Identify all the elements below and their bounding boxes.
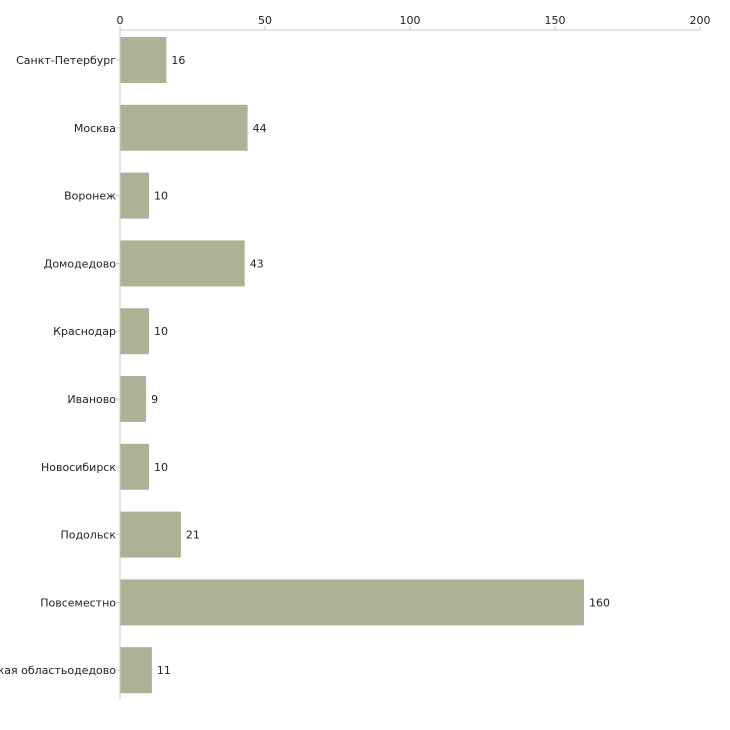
bars [120,37,584,694]
category-label: Воронеж [64,190,116,203]
data-labels: 16 44 10 43 10 9 10 21 160 11 [151,54,610,677]
bar [120,37,167,83]
x-tick-label: 200 [690,14,711,27]
bar [120,511,181,558]
bar [120,172,149,219]
category-labels: Санкт-Петербург Москва Воронеж Домодедово Кр… [0,54,116,677]
data-label: 43 [250,257,264,270]
data-label: 21 [186,529,200,542]
bar [120,240,245,287]
category-label: Москва [74,122,116,135]
category-label: Московская областьодедово [0,664,116,677]
axes [116,29,700,700]
data-label: 16 [171,54,185,67]
x-tick-label: 100 [400,14,421,27]
data-label: 11 [157,664,171,677]
bar [120,308,149,355]
data-label: 44 [253,122,267,135]
x-axis-ticks: 0 50 100 150 200 [117,14,711,30]
category-label: Краснодар [53,325,116,338]
bar [120,579,584,626]
category-label: Санкт-Петербург [16,54,116,67]
bar [120,376,147,422]
category-label: Новосибирск [41,461,116,474]
data-label: 9 [151,393,158,406]
data-label: 160 [589,596,610,609]
data-label: 10 [154,461,168,474]
category-label: Иваново [67,393,116,406]
x-tick-label: 0 [117,14,124,27]
x-tick-label: 150 [545,14,566,27]
category-label: Домодедово [44,257,117,270]
bar [120,104,248,151]
data-label: 10 [154,190,168,203]
bar [120,647,152,694]
data-label: 10 [154,325,168,338]
category-label: Подольск [60,529,116,542]
bar [120,443,149,490]
category-label: Повсеместно [40,596,116,609]
x-tick-label: 50 [258,14,272,27]
